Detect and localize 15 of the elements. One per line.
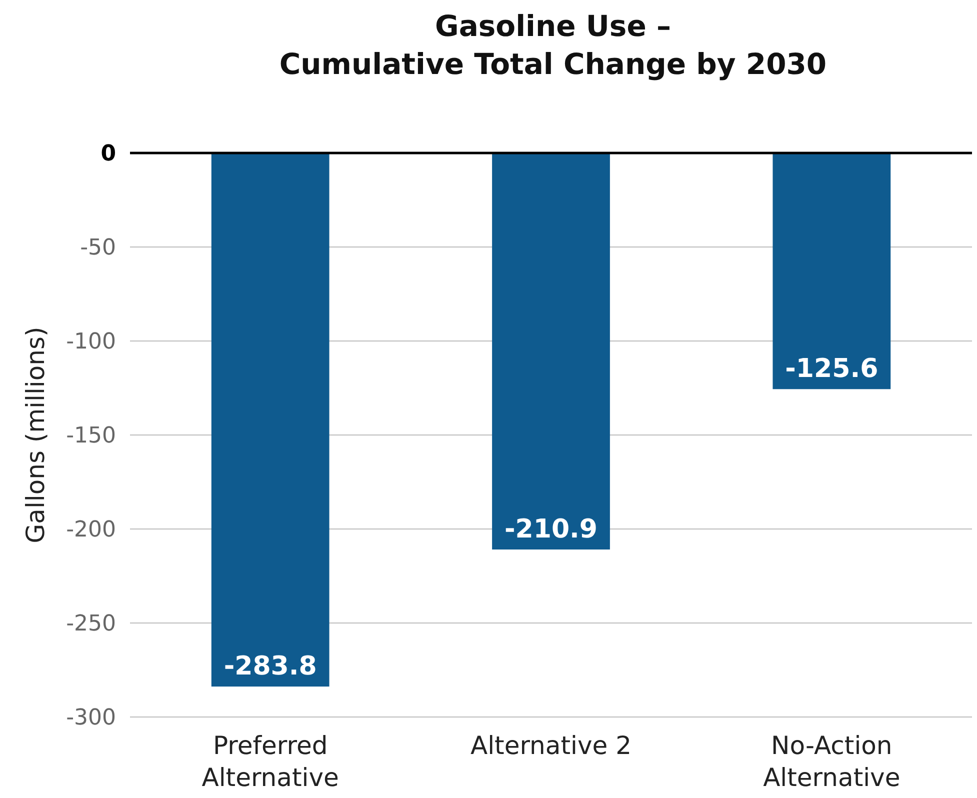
x-tick-label: Preferred Alternative: [202, 731, 339, 792]
y-tick-label: -100: [66, 330, 116, 355]
data-label: -210.9: [504, 514, 598, 544]
y-tick-label: -300: [66, 706, 116, 731]
x-tick-label: Alternative 2: [470, 731, 632, 760]
data-label: -283.8: [224, 652, 317, 682]
chart-title: Gasoline Use – Cumulative Total Change by 2030: [279, 9, 827, 81]
x-tick-label: No-Action Alternative: [763, 731, 900, 792]
y-tick-label: -250: [66, 612, 116, 637]
y-tick-label: -50: [80, 236, 116, 261]
y-tick-label: -200: [66, 518, 116, 543]
data-label: -125.6: [785, 354, 878, 384]
y-tick-label: -150: [66, 424, 116, 449]
y-tick-label: 0: [100, 142, 116, 167]
y-axis-title: Gallons (millions): [21, 326, 50, 544]
